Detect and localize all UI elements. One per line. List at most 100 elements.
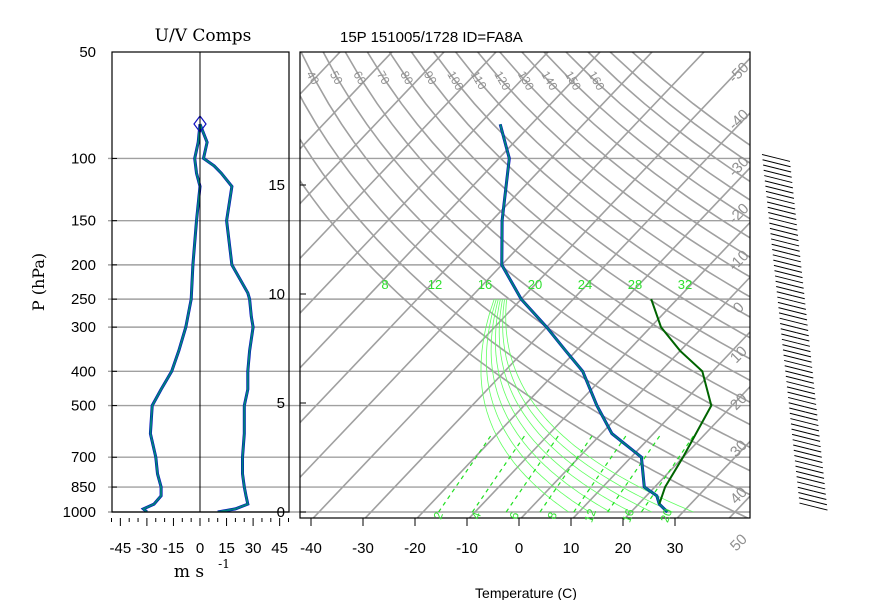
wind-barb-feather: [790, 418, 807, 424]
wind-barb-staff: [801, 374, 814, 379]
uv-x-tick-label: -45: [110, 540, 132, 557]
isotherm-line: [676, 440, 750, 518]
wind-barb-feather: [767, 206, 784, 212]
wind-barb-feather: [786, 381, 803, 387]
wind-barb-feather: [774, 275, 792, 281]
dry-adiabat-label: 70: [374, 69, 393, 88]
dry-adiabat-line: [300, 52, 750, 449]
dry-adiabat-line: [388, 52, 750, 360]
wind-barb-staff: [780, 179, 793, 184]
wind-barb-feather: [790, 423, 808, 429]
wind-barb-staff: [802, 390, 816, 395]
isotherm-line: [300, 52, 498, 260]
dry-adiabat-line: [300, 93, 750, 472]
wind-barb-feather: [761, 153, 779, 159]
isotherm-line: [300, 52, 394, 151]
wind-barb-feather: [777, 296, 794, 302]
wind-barb-feather: [776, 286, 793, 291]
moist-adiabat-label: 12: [428, 277, 442, 292]
wind-barb-staff: [811, 469, 824, 474]
dry-adiabat-line: [300, 179, 750, 518]
uv-y-tick-label: 500: [71, 398, 96, 415]
mixing-ratio-label: 12: [581, 507, 599, 525]
dry-adiabat-label: 80: [397, 69, 416, 88]
wind-barb-feather: [765, 190, 783, 196]
wind-barb-feather: [762, 159, 779, 165]
wind-barb-staff: [790, 279, 804, 284]
wind-barb-staff: [779, 168, 792, 173]
height-km-tick-label: 5: [277, 395, 285, 412]
wind-barb-feather: [773, 264, 791, 270]
uv-x-tick-label: -30: [136, 540, 158, 557]
moist-adiabat-line: [485, 298, 590, 513]
isotherm-label: -30: [725, 153, 752, 180]
wind-barb-staff: [793, 300, 806, 305]
wind-barb-feather: [797, 481, 814, 487]
skewt-x-tick-label: -10: [456, 540, 478, 557]
wind-barb-staff: [791, 284, 804, 289]
wind-barb-staff: [784, 216, 797, 221]
uv-y-tick-label: 100: [71, 150, 96, 167]
moist-adiabat-line: [490, 299, 611, 513]
uv-x-axis-label: m s: [174, 562, 204, 582]
skewt-x-tick-label: 30: [667, 540, 684, 557]
wind-barb-staff: [795, 321, 808, 326]
skewt-panel: 15P 151005/1728 ID=FA8A 40 50 60 70 80 90 100 1…: [268, 18, 887, 600]
uv-series-line: [199, 123, 255, 512]
temperature-profile-line: [499, 123, 669, 513]
uv-x-tick-labels: -45 -30 -15 0 15 30 45: [110, 518, 289, 557]
wind-barb-staff: [789, 268, 803, 273]
wind-barb-staff: [788, 253, 801, 258]
wind-barb-feather: [773, 259, 790, 265]
wind-barb-feather: [769, 227, 787, 233]
skewt-x-tick-label: -20: [404, 540, 426, 557]
mixing-ratio-label: 4: [469, 510, 485, 521]
uv-y-tick-label: 250: [71, 291, 96, 308]
wind-barb-feather: [774, 270, 791, 276]
isotherm-line: [832, 18, 887, 520]
uv-x-tick-label: 45: [271, 540, 288, 557]
wind-barb-feather: [785, 370, 802, 376]
wind-barb-feather: [781, 333, 798, 339]
height-km-tick-label: 10: [268, 286, 285, 303]
wind-barb-staff: [797, 337, 810, 342]
wind-barb-staff: [806, 422, 819, 427]
skewt-height-tick-labels: 0 5 10 15: [268, 177, 306, 521]
isotherm-label: 10: [727, 343, 751, 367]
mixing-ratio-line: [438, 433, 493, 513]
wind-barb-feather: [784, 359, 801, 365]
skewt-x-tick-label: 20: [615, 540, 632, 557]
wind-barb-feather: [789, 407, 806, 413]
wind-barb-staff: [785, 226, 798, 231]
wind-barb-feather: [776, 291, 793, 297]
uv-y-tick-label: 300: [71, 319, 96, 336]
wind-barb-feather: [786, 386, 804, 392]
mixing-ratio-label: 6: [507, 510, 523, 521]
mixing-ratio-label: 2: [431, 510, 447, 521]
wind-barb-staff: [790, 274, 803, 279]
wind-barb-feather: [764, 180, 781, 186]
wind-barb-staff: [805, 411, 818, 416]
wind-barb-staff: [792, 290, 805, 294]
wind-barb-feather: [787, 391, 804, 397]
wind-barb-staff: [781, 189, 794, 194]
wind-barb-feather: [781, 338, 798, 344]
dry-adiabat-label: 40: [303, 69, 322, 88]
skewt-background-lines: [300, 18, 887, 520]
wind-barb-feather: [780, 328, 797, 334]
dry-adiabat-line: [564, 52, 750, 201]
moist-adiabat-line: [505, 299, 694, 513]
skewt-x-tick-labels: -40 -30 -20 -10 0 10 20 30: [300, 518, 683, 557]
moist-adiabat-label: 20: [528, 277, 542, 292]
uv-y-axis-label: P (hPa): [29, 253, 48, 311]
wind-barb-staff: [784, 221, 797, 226]
dry-adiabat-line: [322, 52, 750, 426]
wind-barb-feather: [777, 301, 795, 307]
dry-adiabat-line: [410, 52, 750, 339]
wind-barb-staff: [798, 353, 812, 358]
uv-x-axis-label-exponent: -1: [218, 557, 230, 571]
uv-x-tick-label: 30: [245, 540, 262, 557]
mixing-ratio-label: 20: [657, 507, 675, 525]
isotherm-line: [300, 52, 342, 96]
